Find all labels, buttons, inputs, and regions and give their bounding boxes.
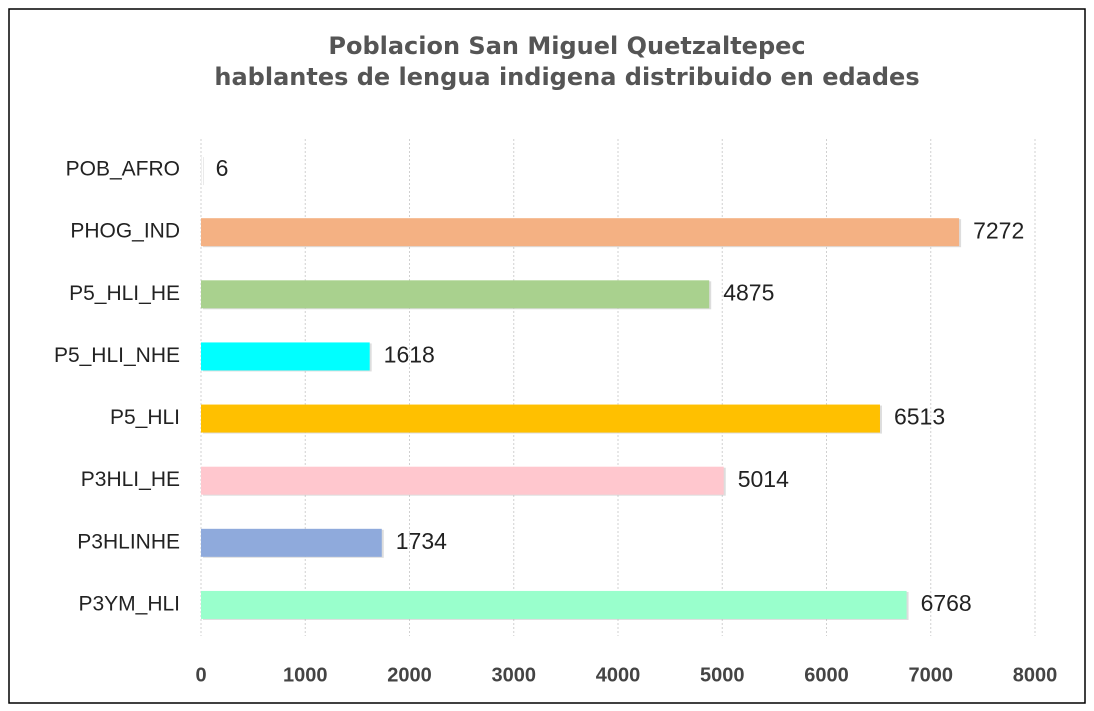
y-tick-label: P3HLI_HE (81, 468, 180, 491)
x-tick-label: 2000 (387, 664, 432, 686)
x-tick-label: 4000 (596, 664, 641, 686)
value-label: 6768 (921, 590, 972, 616)
x-tick-label: 6000 (804, 664, 849, 686)
bar-shadow (203, 157, 204, 186)
chart-title: hablantes de lengua indigena distribuido… (214, 63, 919, 91)
bar (201, 528, 382, 557)
x-tick-label: 8000 (1013, 664, 1058, 686)
x-tick-label: 5000 (700, 664, 745, 686)
x-tick-label: 0 (195, 664, 206, 686)
bar (201, 280, 710, 309)
value-label: 5014 (738, 466, 789, 492)
bar (201, 466, 724, 495)
y-tick-label: P3YM_HLI (78, 592, 180, 615)
value-label: 1618 (384, 342, 435, 368)
value-label: 4875 (723, 279, 774, 305)
x-tick-label: 3000 (492, 664, 537, 686)
y-tick-label: PHOG_IND (70, 220, 180, 243)
chart-frame (8, 8, 1086, 704)
y-tick-label: P5_HLI (110, 406, 180, 429)
x-tick-label: 7000 (909, 664, 954, 686)
value-label: 7272 (973, 217, 1024, 243)
value-label: 6 (216, 155, 229, 181)
bar (201, 404, 880, 433)
y-tick-label: P5_HLI_HE (69, 282, 180, 305)
bar (201, 590, 907, 619)
y-tick-label: P5_HLI_NHE (54, 344, 180, 367)
y-tick-label: POB_AFRO (66, 158, 180, 181)
y-tick-label: P3HLINHE (77, 530, 180, 553)
bar (201, 342, 370, 371)
x-tick-label: 1000 (283, 664, 328, 686)
bar (201, 156, 202, 185)
chart-title: Poblacion San Miguel Quetzaltepec (328, 32, 805, 60)
value-label: 6513 (894, 404, 945, 430)
bar (201, 218, 960, 247)
value-label: 1734 (396, 528, 447, 554)
